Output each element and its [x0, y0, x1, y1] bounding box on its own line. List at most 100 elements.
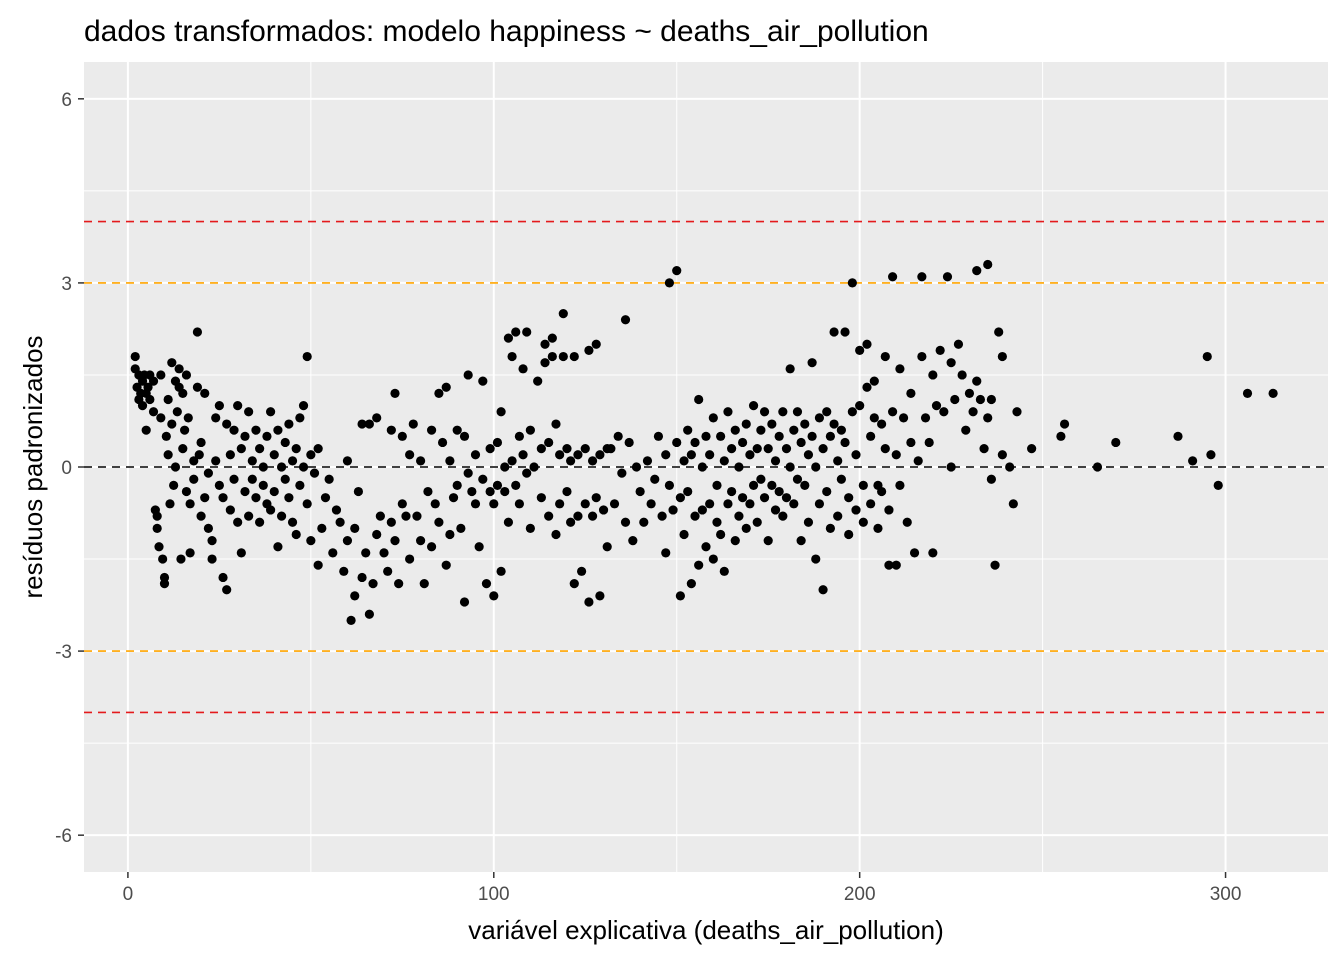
data-point: [368, 578, 378, 589]
data-point: [836, 474, 846, 484]
y-tick-label: -6: [55, 826, 72, 847]
data-point: [317, 523, 327, 533]
data-point: [313, 560, 323, 570]
data-point: [492, 437, 503, 448]
data-point: [174, 364, 184, 374]
data-point: [547, 333, 557, 343]
data-point: [211, 456, 221, 466]
data-point: [401, 511, 411, 521]
data-point: [591, 493, 601, 503]
x-tick-label: 200: [844, 884, 876, 905]
data-point: [661, 548, 671, 558]
data-point: [1242, 388, 1253, 398]
data-point: [657, 511, 667, 521]
data-point: [302, 351, 312, 362]
data-point: [880, 351, 890, 362]
data-point: [855, 401, 865, 411]
data-point: [675, 493, 685, 503]
y-tick-label: 6: [61, 90, 72, 111]
data-point: [426, 542, 437, 552]
data-point: [189, 456, 199, 466]
data-point: [946, 462, 956, 472]
data-point: [909, 548, 920, 558]
data-point: [273, 542, 283, 552]
data-point: [1268, 388, 1278, 398]
data-point: [218, 572, 228, 583]
data-point: [646, 499, 656, 509]
data-point: [514, 499, 525, 509]
data-point: [287, 456, 298, 466]
data-point: [847, 278, 857, 288]
data-point: [507, 456, 517, 466]
data-point: [723, 499, 733, 509]
data-point: [247, 456, 257, 466]
data-point: [748, 480, 759, 491]
data-point: [800, 419, 810, 429]
data-point: [778, 407, 788, 417]
data-point: [372, 413, 382, 423]
data-point: [1213, 480, 1223, 491]
x-tick-label: 300: [1210, 884, 1242, 905]
data-point: [158, 554, 168, 564]
data-point: [587, 456, 598, 466]
data-point: [620, 315, 631, 325]
data-point: [591, 339, 601, 349]
data-point: [416, 456, 426, 466]
data-point: [1188, 456, 1198, 466]
data-point: [178, 388, 188, 398]
data-point: [1111, 437, 1121, 448]
data-point: [306, 450, 316, 460]
data-point: [822, 486, 832, 497]
data-point: [986, 394, 996, 405]
data-point: [694, 394, 704, 405]
data-point: [525, 425, 535, 435]
data-point: [379, 548, 389, 558]
data-point: [503, 333, 514, 343]
data-point: [825, 523, 836, 533]
data-point: [983, 413, 993, 423]
data-point: [781, 493, 792, 503]
data-point: [207, 536, 217, 546]
y-axis-ticks: 6 3 0 -3 -6: [55, 90, 84, 847]
data-point: [309, 468, 320, 478]
data-point: [741, 523, 751, 533]
data-point: [229, 474, 239, 484]
data-point: [200, 388, 210, 398]
data-point: [770, 505, 781, 515]
data-point: [752, 517, 762, 527]
data-point: [448, 493, 459, 503]
data-point: [624, 437, 634, 448]
data-point: [405, 450, 415, 460]
data-point: [737, 437, 748, 448]
data-point: [792, 407, 803, 417]
data-point: [181, 486, 192, 497]
data-point: [522, 468, 532, 478]
data-point: [375, 511, 385, 521]
data-point: [1008, 499, 1018, 509]
data-point: [394, 578, 404, 589]
data-point: [884, 560, 894, 570]
data-point: [928, 548, 938, 558]
data-point: [222, 419, 232, 429]
data-point: [287, 517, 298, 527]
data-point: [877, 486, 887, 497]
data-point: [851, 450, 861, 460]
data-point: [452, 480, 462, 491]
data-point: [306, 536, 316, 546]
data-point: [613, 431, 623, 441]
data-point: [291, 529, 301, 540]
data-point: [518, 450, 528, 460]
data-point: [701, 431, 711, 441]
data-point: [163, 450, 173, 460]
data-point: [423, 486, 433, 497]
data-point: [774, 431, 784, 441]
data-point: [350, 591, 360, 601]
data-point: [906, 388, 916, 398]
data-point: [888, 272, 898, 282]
data-point: [858, 517, 868, 527]
data-point: [295, 413, 305, 423]
data-point: [463, 370, 473, 380]
data-point: [154, 542, 164, 552]
data-point: [719, 566, 729, 576]
data-point: [858, 480, 868, 491]
